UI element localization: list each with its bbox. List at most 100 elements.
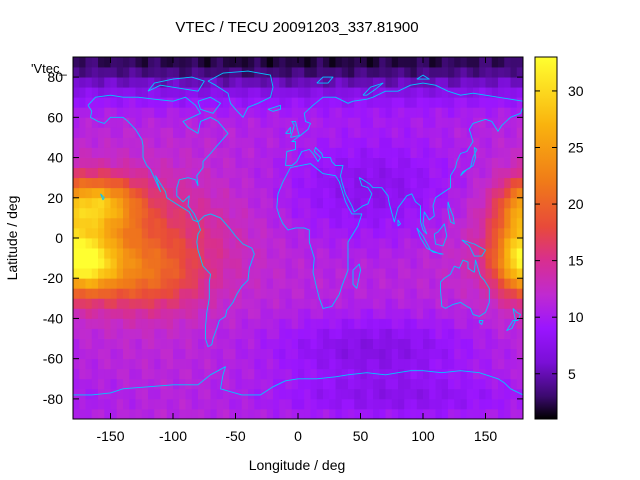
heat-cell (273, 288, 280, 299)
heat-cell (479, 127, 486, 138)
heat-cell (204, 288, 211, 299)
heat-cell (223, 147, 230, 158)
heat-cell (410, 177, 418, 189)
heat-cell (110, 318, 118, 329)
heat-cell (160, 248, 168, 259)
heat-cell (91, 217, 99, 229)
heat-cell (141, 298, 149, 309)
heat-cell (348, 97, 355, 108)
heat-cell (448, 57, 455, 68)
heat-cell (85, 408, 93, 420)
heat-cell (335, 207, 343, 219)
heat-cell (335, 248, 343, 259)
heat-cell (454, 157, 461, 169)
heat-cell (448, 167, 455, 179)
heat-cell (385, 207, 393, 219)
heat-cell (316, 147, 324, 158)
heat-cell (498, 248, 505, 259)
heat-cell (460, 328, 468, 339)
heat-cell (429, 87, 436, 98)
heat-cell (273, 298, 280, 309)
heat-cell (273, 348, 280, 360)
heat-cell (254, 77, 261, 88)
heat-cell (435, 207, 443, 219)
heat-cell (498, 97, 505, 108)
heat-cell (454, 177, 461, 189)
heat-cell (373, 318, 380, 329)
heat-cell (498, 57, 505, 68)
heat-cell (410, 238, 418, 249)
heat-cell (166, 187, 174, 199)
heat-cell (248, 288, 255, 299)
heat-cell (191, 338, 199, 350)
heat-cell (435, 238, 443, 249)
heat-cell (310, 207, 318, 219)
heat-cell (154, 87, 161, 98)
heat-cell (385, 328, 393, 339)
heat-cell (510, 348, 518, 360)
heat-cell (273, 187, 280, 199)
heat-cell (298, 57, 305, 68)
heat-cell (266, 187, 274, 199)
heat-cell (473, 328, 480, 339)
heat-cell (179, 127, 186, 138)
heat-cell (404, 288, 411, 299)
heat-cell (291, 227, 299, 239)
heat-cell (366, 238, 374, 249)
heat-cell (223, 388, 230, 400)
heat-cell (466, 117, 474, 128)
heat-cell (460, 87, 468, 98)
heat-cell (135, 217, 143, 229)
heat-cell (179, 378, 186, 390)
heat-cell (160, 177, 168, 189)
heat-cell (223, 278, 230, 289)
heat-cell (454, 308, 461, 319)
heat-cell (429, 77, 436, 88)
heat-cell (210, 358, 218, 370)
heat-cell (441, 187, 449, 199)
heat-cell (354, 207, 361, 219)
heat-cell (448, 97, 455, 108)
heat-cell (154, 348, 161, 360)
heat-cell (385, 388, 393, 400)
heat-cell (510, 157, 518, 169)
heat-cell (354, 217, 361, 229)
heat-cell (423, 187, 430, 199)
heat-cell (391, 157, 399, 169)
heat-cell (423, 338, 430, 350)
heat-cell (204, 378, 211, 390)
heat-cell (285, 217, 293, 229)
heat-cell (466, 318, 474, 329)
heat-cell (98, 77, 105, 88)
heat-cell (410, 227, 418, 239)
heat-cell (123, 388, 130, 400)
heat-cell (485, 248, 493, 259)
heat-cell (223, 137, 230, 148)
heat-cell (85, 147, 93, 158)
heat-cell (285, 87, 293, 98)
heat-cell (341, 388, 349, 400)
heat-cell (410, 147, 418, 158)
heat-cell (398, 167, 405, 179)
heat-cell (285, 288, 293, 299)
coastline (316, 76, 334, 84)
heat-cell (160, 398, 168, 410)
heat-cell (360, 388, 368, 400)
heat-cell (298, 288, 305, 299)
heat-cell (448, 227, 455, 239)
heat-cell (148, 248, 155, 259)
heat-cell (310, 278, 318, 289)
heat-cell (435, 97, 443, 108)
heat-cell (204, 87, 211, 98)
heat-cell (354, 338, 361, 350)
heat-cell (473, 278, 480, 289)
heat-cell (454, 97, 461, 108)
heat-cell (229, 217, 236, 229)
heat-cell (85, 308, 93, 319)
heat-cell (429, 328, 436, 339)
heat-cell (291, 278, 299, 289)
heat-cell (210, 97, 218, 108)
heat-cell (385, 268, 393, 279)
heat-cell (316, 288, 324, 299)
heat-cell (304, 187, 311, 199)
